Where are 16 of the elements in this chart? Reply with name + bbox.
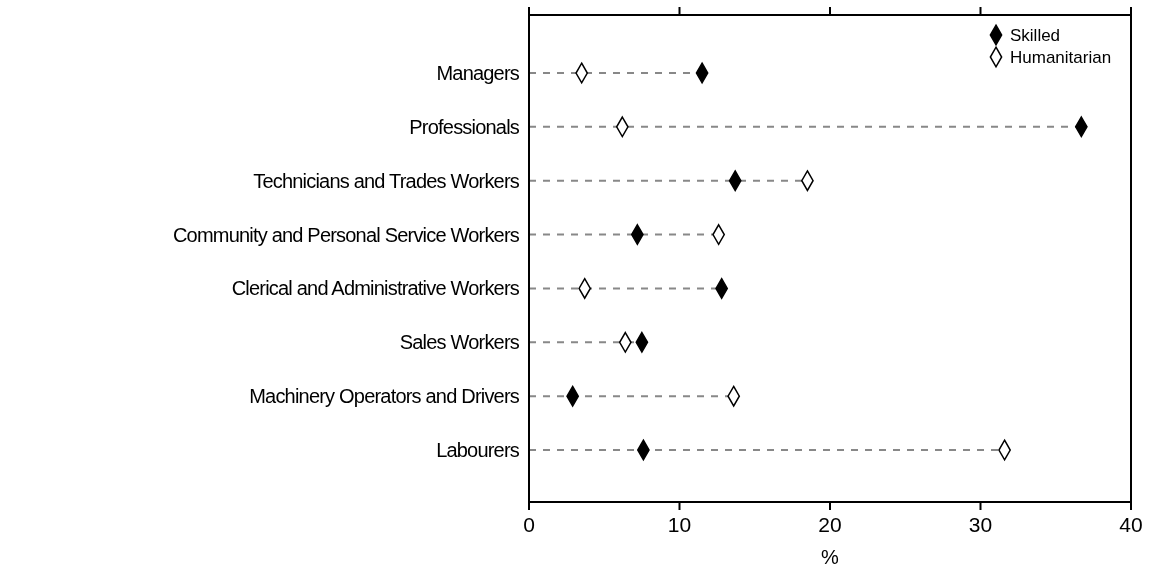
y-tick-label: Community and Personal Service Workers	[172, 223, 520, 246]
x-tick-label: 10	[667, 513, 692, 536]
y-tick-label: Labourers	[436, 439, 520, 461]
legend-label: Humanitarian	[1010, 48, 1112, 67]
x-tick-label: 0	[523, 513, 535, 536]
y-tick-label: Technicians and Trades Workers	[253, 169, 520, 192]
y-tick-label: Professionals	[409, 115, 520, 138]
x-tick-label: 40	[1119, 513, 1143, 536]
y-tick-label: Clerical and Administrative Workers	[231, 277, 520, 300]
x-axis-title: %	[821, 546, 840, 568]
x-tick-label: 20	[818, 513, 842, 536]
legend-label: Skilled	[1010, 26, 1061, 45]
x-tick-label: 30	[968, 513, 993, 536]
y-tick-label: Machinery Operators and Drivers	[249, 385, 520, 408]
y-tick-label: Managers	[436, 62, 520, 84]
y-tick-label: Sales Workers	[399, 331, 520, 354]
